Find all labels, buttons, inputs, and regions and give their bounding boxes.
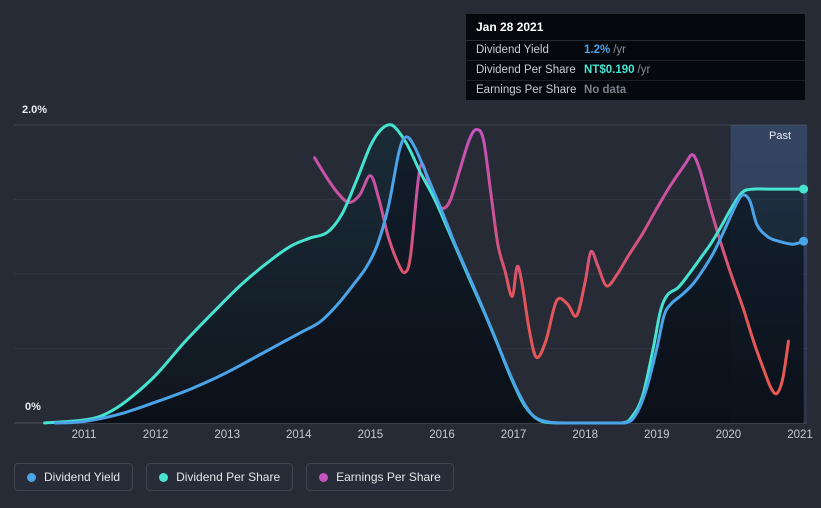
tooltip-value-suffix: /yr — [613, 44, 626, 56]
legend-item-dividend-yield[interactable]: Dividend Yield — [14, 463, 134, 491]
legend-item-dividend-per-share[interactable]: Dividend Per Share — [146, 463, 294, 491]
legend-dot-earnings-per-share-icon — [319, 472, 329, 482]
x-axis: 2011 2012 2013 2014 2015 2016 2017 2018 2019 2020… — [0, 429, 821, 447]
dividend-yield-line[interactable] — [53, 135, 806, 425]
x-tick-2016: 2016 — [429, 429, 455, 441]
tooltip-value: No data — [584, 84, 627, 96]
past-region-label: Past — [769, 130, 792, 142]
dividend-yield-area — [55, 136, 804, 423]
legend-label: Earnings Per Share — [336, 470, 441, 484]
x-tick-2019: 2019 — [644, 429, 670, 441]
x-tick-2020: 2020 — [715, 429, 742, 441]
x-tick-2012: 2012 — [142, 429, 169, 441]
x-tick-2021: 2021 — [787, 429, 813, 441]
x-tick-2018: 2018 — [572, 429, 598, 441]
tooltip-value-suffix: /yr — [637, 64, 651, 76]
legend-label: Dividend Yield — [44, 470, 121, 484]
series-end-marker — [799, 184, 809, 194]
chart-tooltip: Jan 28 2021 Dividend Yield 1.2% /yr Divi… — [466, 14, 805, 100]
x-tick-2014: 2014 — [286, 429, 312, 441]
tooltip-date: Jan 28 2021 — [466, 14, 805, 41]
tooltip-value: NT$0.190 — [584, 64, 635, 76]
tooltip-label: Dividend Per Share — [476, 64, 576, 76]
legend-dot-dividend-yield-icon — [27, 472, 36, 482]
tooltip-row-earnings-per-share: Earnings Per Share No data — [466, 81, 805, 100]
legend-dot-dividend-per-share-icon — [159, 472, 169, 482]
tooltip-label: Earnings Per Share — [476, 84, 577, 96]
tooltip-value: 1.2% — [584, 44, 611, 56]
tooltip-row-dividend-yield: Dividend Yield 1.2% /yr — [466, 41, 805, 61]
tooltip-label: Dividend Yield — [476, 44, 549, 56]
earnings-per-share-line[interactable] — [313, 128, 790, 396]
y-axis-label-bottom: 0% — [25, 401, 41, 413]
x-tick-2017: 2017 — [500, 429, 527, 441]
series-end-marker — [799, 236, 809, 246]
chart-legend: Dividend Yield Dividend Per Share Earnin… — [14, 463, 454, 491]
tooltip-row-dividend-per-share: Dividend Per Share NT$0.190 /yr — [466, 61, 805, 81]
legend-label: Dividend Per Share — [176, 470, 281, 484]
dividend-history-chart[interactable] — [0, 0, 821, 445]
y-axis-label-top: 2.0% — [22, 104, 48, 116]
x-tick-2015: 2015 — [357, 429, 384, 441]
x-tick-2013: 2013 — [214, 429, 240, 441]
x-tick-2011: 2011 — [71, 429, 97, 441]
legend-item-earnings-per-share[interactable]: Earnings Per Share — [306, 463, 454, 491]
